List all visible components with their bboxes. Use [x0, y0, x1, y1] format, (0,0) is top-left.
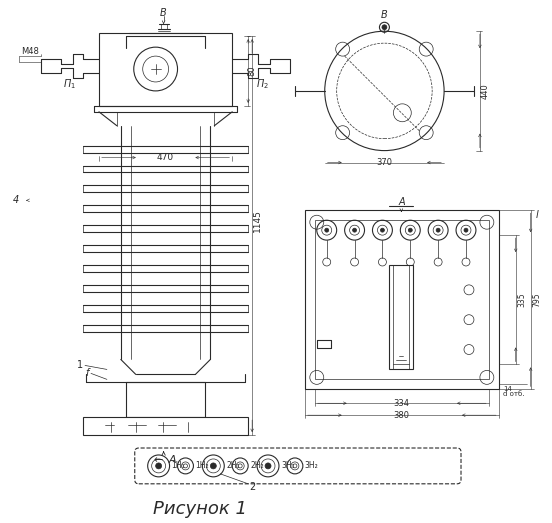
Text: 470: 470 — [157, 153, 174, 162]
Circle shape — [210, 463, 216, 469]
Text: $П_1$: $П_1$ — [62, 77, 76, 91]
Circle shape — [353, 228, 357, 232]
Text: 1Н₁: 1Н₁ — [172, 461, 185, 470]
Text: 335: 335 — [517, 292, 526, 307]
Circle shape — [408, 228, 412, 232]
Text: B: B — [160, 8, 167, 18]
FancyBboxPatch shape — [135, 448, 461, 484]
Circle shape — [382, 25, 387, 30]
Text: 4: 4 — [13, 195, 19, 206]
Text: d отб.: d отб. — [503, 391, 524, 397]
Text: $П_2$: $П_2$ — [256, 77, 268, 91]
Circle shape — [464, 228, 468, 232]
Text: Рисунок 1: Рисунок 1 — [153, 499, 247, 518]
Text: $\leftarrow$ A: $\leftarrow$ A — [151, 453, 177, 465]
Text: 380: 380 — [394, 411, 410, 419]
Text: 2Н₂: 2Н₂ — [250, 461, 264, 470]
Text: 1: 1 — [77, 360, 83, 370]
Text: 1145: 1145 — [253, 209, 262, 232]
Circle shape — [380, 228, 384, 232]
Bar — [126, 382, 205, 417]
Circle shape — [265, 463, 271, 469]
Bar — [394, 265, 409, 369]
Text: M48: M48 — [22, 47, 39, 55]
Bar — [315, 220, 489, 379]
Text: f: f — [86, 368, 89, 379]
Text: 2: 2 — [249, 482, 255, 492]
Circle shape — [325, 228, 329, 232]
Text: 795: 795 — [532, 292, 541, 307]
Text: 80: 80 — [248, 66, 257, 76]
Bar — [305, 210, 499, 389]
Text: 440: 440 — [480, 83, 490, 99]
Text: 334: 334 — [394, 399, 410, 408]
Text: 1Н₂: 1Н₂ — [195, 461, 209, 470]
Text: 2Н₁: 2Н₁ — [226, 461, 240, 470]
Text: B: B — [381, 10, 388, 20]
Bar — [83, 417, 248, 435]
Circle shape — [156, 463, 162, 469]
Bar — [389, 265, 413, 369]
Text: 370: 370 — [376, 158, 392, 167]
Text: 3Н₁: 3Н₁ — [281, 461, 295, 470]
Bar — [99, 33, 232, 106]
Text: 3Н₂: 3Н₂ — [305, 461, 319, 470]
Text: 14: 14 — [503, 386, 512, 392]
Text: l: l — [535, 210, 538, 220]
Circle shape — [436, 228, 440, 232]
Text: A: A — [398, 197, 405, 207]
